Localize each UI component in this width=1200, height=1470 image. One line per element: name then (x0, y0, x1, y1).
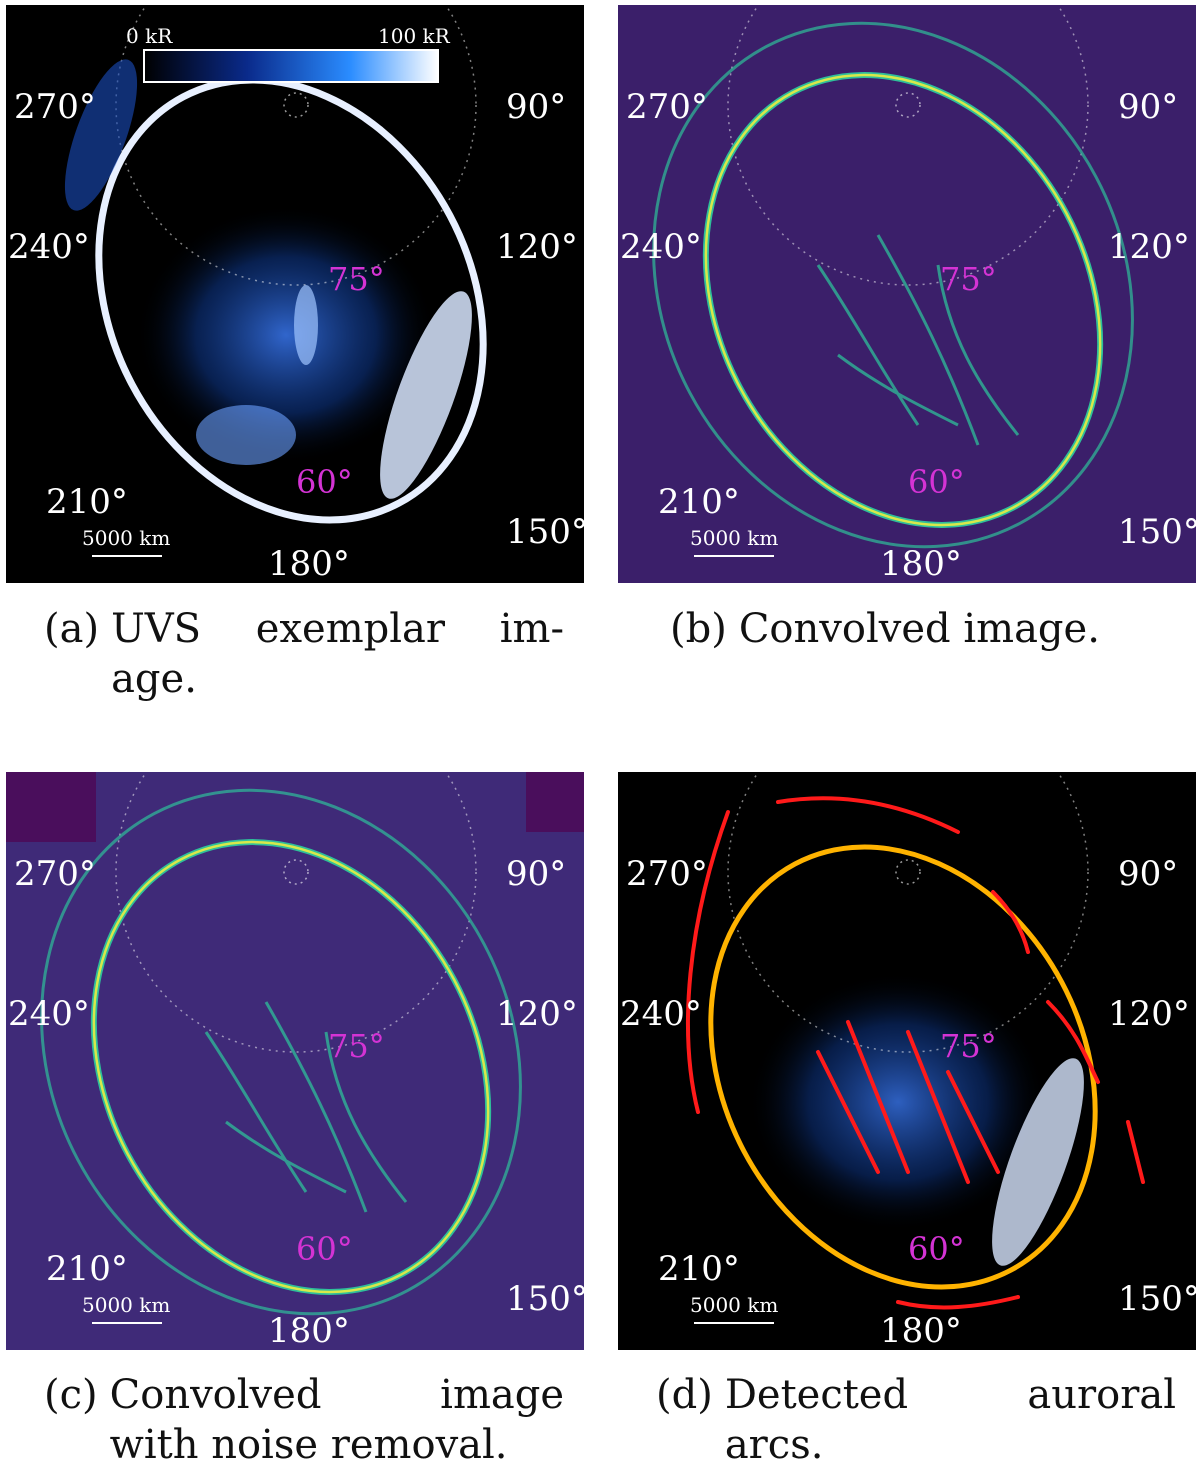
caption-line: age. (111, 656, 197, 702)
latitude-label-60: 60° (296, 463, 353, 501)
image-background (6, 772, 584, 1350)
longitude-label-210: 210° (658, 1249, 740, 1289)
caption-a: (a) UVS exemplar im- age. (44, 604, 564, 704)
longitude-label-120: 120° (1108, 227, 1190, 267)
diffuse-emission (136, 205, 436, 465)
longitude-label-210: 210° (46, 1249, 128, 1289)
caption-letter: (a) (44, 606, 100, 652)
longitude-label-90: 90° (506, 87, 566, 127)
latitude-label-75: 75° (940, 1027, 997, 1065)
caption-b: (b) Convolved image. (670, 604, 1190, 654)
colorbar-max-label: 100 kR (378, 24, 451, 48)
longitude-label-210: 210° (658, 482, 740, 522)
polar-emission-streak (294, 285, 318, 365)
longitude-label-150: 150° (506, 512, 584, 552)
caption-line: arcs. (724, 1422, 824, 1468)
caption-c: (c) Convolved image with noise removal. (44, 1370, 564, 1470)
intensity-colorbar (143, 49, 439, 83)
latitude-label-75: 75° (940, 260, 997, 298)
longitude-label-240: 240° (8, 227, 90, 267)
outer-ridge (40, 788, 522, 1316)
outer-emission (64, 59, 138, 211)
detected-main-arc (708, 844, 1098, 1290)
latitude-circle-75 (115, 772, 477, 1053)
longitude-label-180: 180° (880, 1311, 962, 1350)
scale-bar-label: 5000 km (690, 526, 778, 550)
latitude-label-60: 60° (908, 1230, 965, 1268)
masked-region (6, 772, 96, 842)
masked-region (526, 772, 584, 832)
scale-bar-label: 5000 km (82, 526, 170, 550)
latitude-label-60: 60° (908, 463, 965, 501)
longitude-label-240: 240° (8, 994, 90, 1034)
caption-line: with noise removal. (109, 1422, 508, 1468)
caption-line: Convolved image. (738, 606, 1100, 652)
latitude-circle-75 (727, 772, 1089, 1053)
image-background (618, 5, 1196, 583)
longitude-label-120: 120° (1108, 994, 1190, 1034)
pole-marker (895, 92, 921, 118)
longitude-label-240: 240° (620, 994, 702, 1034)
panel-a-uvs-image: 0 kR 100 kR 270° 90° 240° 120° 210° 150°… (6, 5, 584, 583)
main-auroral-oval (95, 76, 487, 524)
longitude-label-270: 270° (14, 87, 96, 127)
caption-line: Detected auroral (724, 1372, 1176, 1418)
scale-bar-label: 5000 km (690, 1293, 778, 1317)
polar-ridges (204, 1001, 408, 1213)
latitude-label-60: 60° (296, 1230, 353, 1268)
caption-letter: (d) (656, 1372, 713, 1418)
latitude-label-75: 75° (328, 1027, 385, 1065)
longitude-label-150: 150° (1118, 512, 1196, 552)
polar-emission-patch (196, 405, 296, 465)
longitude-label-120: 120° (496, 994, 578, 1034)
longitude-label-180: 180° (268, 1311, 350, 1350)
caption-line: Convolved image (109, 1372, 564, 1418)
caption-letter: (c) (44, 1372, 98, 1418)
latitude-label-75: 75° (328, 260, 385, 298)
colorbar-min-label: 0 kR (126, 24, 173, 48)
outer-ridge (652, 21, 1134, 549)
main-ridge-peak (92, 840, 490, 1294)
longitude-label-180: 180° (880, 544, 962, 583)
longitude-label-150: 150° (1118, 1279, 1196, 1319)
longitude-label-240: 240° (620, 227, 702, 267)
longitude-label-270: 270° (14, 854, 96, 894)
bright-dusk-emission (380, 291, 472, 499)
caption-line: UVS exemplar im- (111, 606, 564, 652)
polar-ridges (816, 234, 1020, 446)
pole-marker (283, 859, 309, 885)
detected-polar-arcs (816, 1020, 1020, 1310)
longitude-label-90: 90° (506, 854, 566, 894)
diffuse-emission (748, 972, 1048, 1232)
longitude-label-270: 270° (626, 87, 708, 127)
panel-d-detected-arcs: 270° 90° 240° 120° 210° 150° 180° 75° 60… (618, 772, 1196, 1350)
panel-b-convolved-image: 270° 90° 240° 120° 210° 150° 180° 75° 60… (618, 5, 1196, 583)
main-ridge-peak (704, 73, 1102, 527)
longitude-label-270: 270° (626, 854, 708, 894)
longitude-label-210: 210° (46, 482, 128, 522)
caption-letter: (b) (670, 606, 727, 652)
latitude-circle-75 (115, 5, 477, 286)
bright-dusk-emission (992, 1058, 1084, 1266)
caption-d: (d) Detected auroral arcs. (656, 1370, 1176, 1470)
scale-bar-label: 5000 km (82, 1293, 170, 1317)
pole-marker (283, 92, 309, 118)
pole-marker (895, 859, 921, 885)
longitude-label-180: 180° (268, 544, 350, 583)
longitude-label-90: 90° (1118, 854, 1178, 894)
latitude-circle-75 (727, 5, 1089, 286)
detected-outer-arcs (686, 796, 1145, 1184)
longitude-label-120: 120° (496, 227, 578, 267)
panel-c-noise-removed: 270° 90° 240° 120° 210° 150° 180° 75° 60… (6, 772, 584, 1350)
longitude-label-90: 90° (1118, 87, 1178, 127)
longitude-label-150: 150° (506, 1279, 584, 1319)
